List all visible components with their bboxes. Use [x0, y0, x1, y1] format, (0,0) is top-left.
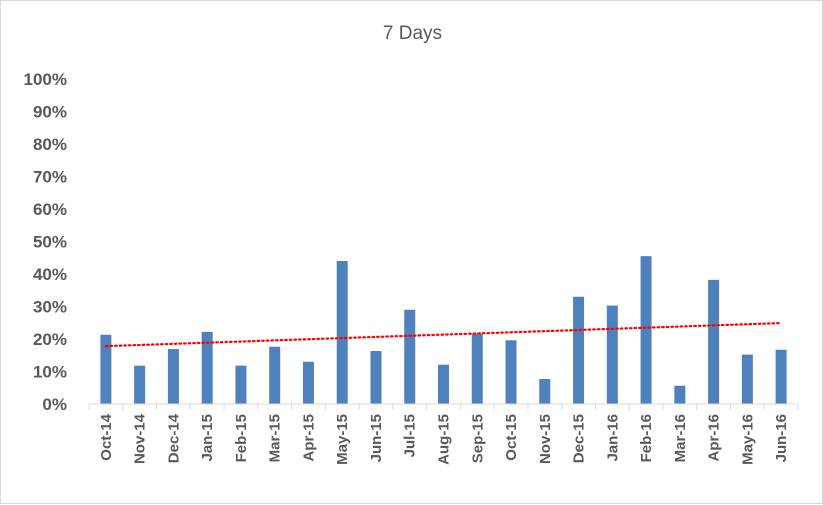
x-tick-label: Dec-14 [165, 413, 182, 463]
y-tick-label: 80% [33, 135, 67, 154]
bar [404, 309, 416, 404]
x-tick-label: Mar-15 [267, 414, 284, 462]
bar [201, 331, 213, 404]
x-tick-label: Sep-15 [469, 414, 486, 463]
x-tick-label: May-15 [334, 414, 351, 465]
x-tick-label: Feb-15 [233, 414, 250, 462]
bar [606, 305, 618, 404]
chart-title: 7 Days [382, 23, 443, 44]
x-tick-label: Nov-15 [537, 414, 554, 464]
y-tick-label: 70% [33, 168, 67, 187]
bar [539, 378, 551, 404]
x-tick-label: Jun-15 [368, 414, 385, 462]
y-tick-label: 10% [33, 363, 67, 382]
y-tick-label: 50% [33, 233, 67, 252]
bar [674, 385, 686, 404]
x-tick-label: Jun-16 [773, 414, 790, 462]
y-tick-label: 90% [33, 103, 67, 122]
y-tick-label: 60% [33, 200, 67, 219]
bar [640, 256, 652, 405]
x-tick-label: Oct-15 [503, 414, 520, 461]
bar [235, 365, 247, 404]
y-tick-label: 0% [42, 395, 67, 414]
x-tick-label: Jul-15 [402, 414, 419, 457]
x-tick-label: May-16 [739, 414, 756, 465]
bar [302, 361, 314, 404]
x-tick-label: Aug-15 [436, 414, 453, 465]
bar [775, 349, 787, 404]
x-tick-label: Nov-14 [132, 413, 149, 464]
bar [573, 296, 585, 404]
x-tick-label: Apr-16 [706, 414, 723, 462]
bar [134, 365, 146, 404]
bar [336, 261, 348, 404]
bar [438, 364, 449, 404]
x-tick-label: Jan-16 [604, 414, 621, 462]
bar [167, 349, 179, 404]
y-tick-label: 40% [33, 265, 67, 284]
y-tick-label: 100% [24, 70, 67, 89]
x-tick-label: Oct-14 [98, 413, 115, 460]
x-tick-label: Apr-15 [300, 414, 317, 462]
bar [708, 279, 720, 404]
x-tick-label: Dec-15 [571, 414, 588, 463]
x-tick-label: Mar-16 [672, 414, 689, 462]
bar [100, 334, 112, 404]
bar [471, 333, 483, 404]
x-tick-label: Jan-15 [199, 414, 216, 462]
trendline [104, 321, 783, 348]
bar [741, 354, 753, 404]
bar [505, 340, 517, 404]
x-tick-label: Feb-16 [638, 414, 655, 462]
bar [370, 351, 382, 404]
y-tick-label: 20% [33, 330, 67, 349]
y-tick-label: 30% [33, 298, 67, 317]
bar [269, 346, 281, 404]
